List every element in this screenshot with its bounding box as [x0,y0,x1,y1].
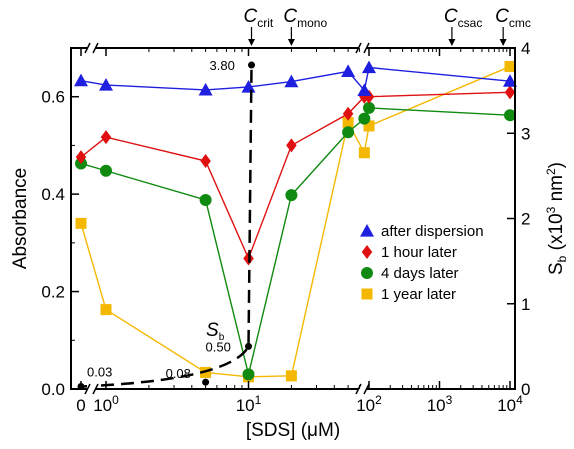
axis-break-top-mask [358,42,367,54]
data-point [285,370,297,382]
data-point [342,126,355,139]
legend-marker [360,224,374,237]
legend-marker [361,245,373,259]
plot-frame [70,47,516,390]
data-point [286,138,297,153]
sb-point-label: 0.08 [166,366,191,381]
top-marker-arrowhead [448,39,456,46]
sb-point-label: 0.03 [87,364,112,379]
data-point [341,64,356,77]
x-tick-label: 104 [497,393,523,415]
data-point [504,85,516,100]
x-axis-label: [SDS] (μM) [246,420,340,441]
series-line-3 [80,65,511,378]
data-point [242,368,255,381]
data-point [342,106,354,121]
top-marker-label: Ccsac [444,6,482,30]
axis-break-top [355,42,362,54]
legend-marker [361,288,373,300]
y-right-tick-label: 0 [521,380,530,399]
sb-annotation: Sb [206,320,225,343]
data-point [358,112,371,125]
data-point [75,150,87,165]
data-point [241,79,256,93]
data-point [342,117,354,129]
data-point [503,74,517,87]
data-point [504,109,516,122]
legend-label: after dispersion [381,223,484,240]
sb-point-label: 0.50 [206,339,231,354]
top-marker-label: Cmono [283,6,327,30]
data-point [357,83,372,96]
sb-point-label: 3.80 [210,58,235,73]
top-marker-label: Ccrit [244,6,274,30]
x-tick-label: 0 [76,396,85,415]
y-right-tick-label: 4 [521,39,530,58]
data-point [504,61,516,73]
x-tick-label: 102 [356,393,382,415]
data-point [362,60,376,74]
series-group [74,60,517,383]
data-point [199,193,212,206]
axis-break-bottom [363,383,370,395]
data-point [74,73,88,87]
sb-point [248,61,256,69]
top-marker-arrowhead [287,39,295,46]
y-left-tick-label: 0.4 [41,185,65,204]
axis-break-top [92,42,99,54]
top-marker-label: Ccmc [495,6,531,30]
axis-break-top-mask [87,42,96,54]
axis-break-top [84,42,91,54]
axis-break-bottom-mask [87,383,96,395]
axis-break-bottom [84,383,91,395]
data-point [100,304,112,316]
axis-break-bottom [355,383,362,395]
sb-point [245,342,252,350]
sb-point [202,378,210,386]
axis-break-bottom [92,383,99,395]
top-marker-arrowhead [499,39,507,46]
y-left-tick-label: 0.0 [41,380,65,399]
data-point [363,120,375,132]
sb-curve-group: 0.03 0.08 0.50 3.80 Sb [77,58,256,390]
legend: after dispersion 1 hour later 4 days later… [360,223,484,303]
y-right-axis-label: Sb (x103 nm2) [544,162,569,275]
x-tick-label: 101 [236,393,262,415]
data-point [75,217,87,229]
data-point [363,101,375,114]
legend-marker [361,267,373,279]
data-point [284,74,299,88]
y-right-tick-label: 1 [521,295,530,314]
legend-label: 1 year later [381,286,456,303]
top-marker-arrowhead [248,39,256,46]
y-left-axis-label: Absorbance [10,168,31,269]
sb-dashed-curve [80,65,253,388]
legend-label: 4 days later [381,265,459,282]
axis-break-top [363,42,370,54]
legend-label: 1 hour later [381,244,457,261]
data-point [198,82,213,96]
axis-break-bottom-mask [358,383,367,395]
data-point [100,130,112,145]
x-tick-label: 100 [93,393,119,415]
data-point [358,147,370,159]
y-right-tick-label: 3 [521,124,530,143]
data-point [200,154,211,169]
y-right-tick-label: 2 [521,210,530,229]
y-left-tick-label: 0.6 [41,88,65,107]
axes-group: 0 100 101 102 103 104 0.0 0.2 0.4 0.6 0 1 2 3 4 [SDS] (… [10,6,569,441]
x-tick-label: 103 [427,393,453,415]
y-left-tick-label: 0.2 [41,283,65,302]
data-point [100,164,112,177]
data-point [285,189,298,202]
data-point [99,78,113,91]
